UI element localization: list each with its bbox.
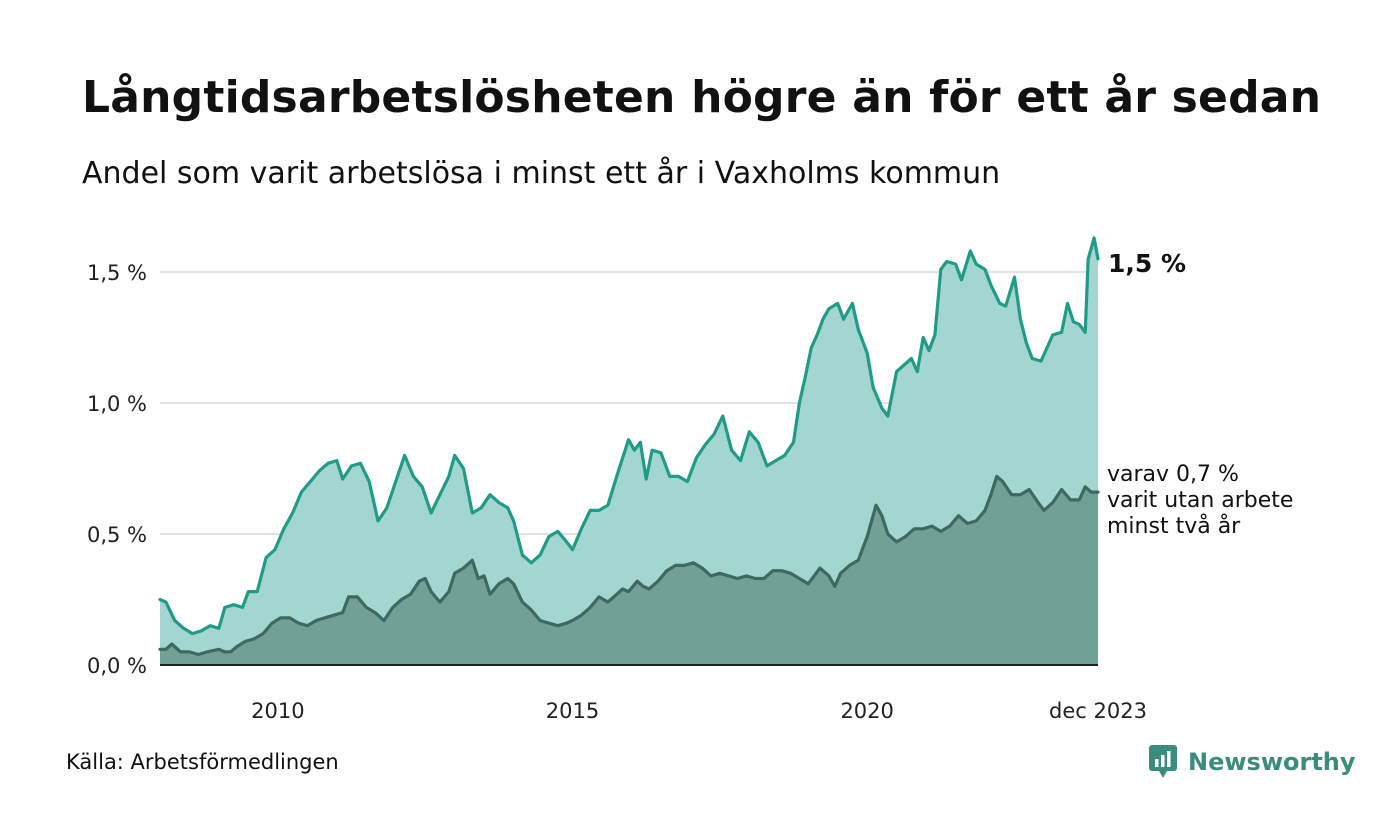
x-tick-label: 2020 [840,699,893,723]
two-year-annotation-line: varav 0,7 % [1107,462,1239,487]
long-term-line [158,236,1100,636]
source-note: Källa: Arbetsförmedlingen [66,750,339,774]
y-tick-label: 0,5 % [87,523,147,547]
brand-name: Newsworthy [1188,748,1356,776]
axis-layer: 0,0 % 0,5 % 1,0 % 1,5 % 2010 2015 2020 dec 2023 [87,261,1147,723]
end-value-label: 1,5 % [1108,249,1186,278]
two-year-area [160,476,1098,665]
area-layer [158,236,1100,665]
two-year-annotation-line: varit utan arbete [1107,488,1293,513]
y-tick-label: 1,5 % [87,261,147,285]
y-tick-label: 1,0 % [87,392,147,416]
x-tick-label: 2010 [251,699,304,723]
two-year-annotation-line: minst två år [1107,513,1241,539]
chart-subtitle: Andel som varit arbetslösa i minst ett å… [82,156,1001,191]
chart-title: Långtidsarbetslösheten högre än för ett … [82,72,1322,123]
y-tick-label: 0,0 % [87,654,147,678]
brand-logo[interactable]: Newsworthy [1148,744,1356,780]
x-tick-label: 2015 [546,699,599,723]
newsworthy-icon [1149,745,1177,778]
x-tick-label: dec 2023 [1049,699,1147,723]
two-year-line [158,474,1100,657]
